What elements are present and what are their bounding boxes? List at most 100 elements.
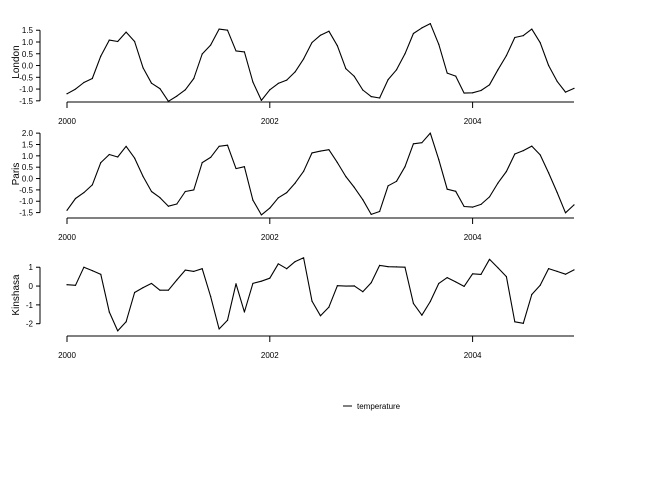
data-point	[387, 266, 389, 268]
data-point	[159, 197, 161, 199]
data-point	[556, 191, 558, 193]
x-tick-label: 2004	[464, 233, 482, 242]
data-point	[336, 45, 338, 47]
data-point	[176, 95, 178, 97]
data-point	[404, 166, 406, 168]
data-point	[167, 100, 169, 102]
data-point	[108, 311, 110, 313]
data-point	[74, 88, 77, 90]
y-tick-label: -0.5	[19, 73, 33, 82]
data-point	[294, 260, 296, 263]
data-point	[226, 319, 229, 321]
data-point	[531, 145, 533, 147]
data-point	[353, 75, 355, 77]
data-point	[159, 289, 161, 291]
x-tick-label: 2002	[261, 351, 279, 360]
data-point	[472, 273, 474, 275]
x-tick-label: 2000	[58, 233, 76, 242]
data-point	[100, 55, 102, 57]
data-point	[218, 145, 220, 147]
data-point	[379, 97, 381, 99]
data-point	[201, 268, 203, 270]
data-point	[167, 289, 169, 291]
data-point	[142, 286, 144, 289]
data-point	[548, 172, 550, 174]
data-point	[421, 314, 423, 316]
data-point	[395, 69, 398, 71]
y-tick-label: -0.5	[19, 186, 33, 195]
data-point	[193, 189, 195, 191]
y-tick-label: -2	[26, 320, 34, 329]
data-point	[379, 210, 381, 213]
data-point	[74, 197, 77, 200]
x-tick-label: 2004	[464, 117, 482, 126]
data-point	[184, 190, 186, 193]
legend-label: temperature	[357, 402, 401, 411]
data-point	[108, 39, 110, 41]
data-point	[294, 182, 296, 184]
data-point	[556, 270, 558, 272]
data-point	[446, 72, 448, 74]
data-point	[294, 71, 296, 73]
data-point	[438, 282, 440, 285]
data-point	[277, 263, 279, 265]
data-point	[539, 284, 541, 286]
data-point	[91, 77, 93, 80]
data-point	[100, 273, 102, 275]
data-point	[463, 92, 465, 94]
data-point	[472, 92, 474, 94]
y-tick-label: 1.0	[22, 38, 34, 47]
y-axis-label-london: London	[11, 45, 22, 78]
y-tick-label: -1.5	[19, 209, 33, 218]
x-tick-label: 2002	[261, 117, 279, 126]
y-tick-label: -1.0	[19, 197, 33, 206]
data-point	[353, 285, 355, 287]
data-point	[252, 282, 254, 285]
data-point	[226, 144, 229, 146]
data-point	[429, 23, 431, 25]
data-point	[412, 143, 415, 145]
data-point	[286, 192, 288, 194]
y-tick-label: 0.0	[22, 62, 34, 71]
data-point	[277, 197, 279, 199]
data-point	[564, 91, 567, 93]
data-point	[564, 212, 567, 214]
data-point	[573, 204, 575, 206]
data-point	[564, 273, 567, 275]
data-point	[488, 258, 491, 260]
data-point	[395, 180, 398, 182]
data-point	[488, 84, 491, 86]
data-point	[514, 153, 516, 155]
data-point	[319, 315, 322, 317]
data-point	[522, 322, 524, 324]
data-point	[455, 75, 457, 77]
data-point	[505, 170, 507, 173]
data-point	[243, 166, 246, 168]
data-point	[387, 185, 389, 187]
data-point	[455, 281, 457, 283]
data-point	[488, 196, 491, 198]
data-point	[83, 266, 85, 268]
data-point	[311, 41, 313, 44]
data-point	[235, 167, 237, 170]
data-point	[66, 93, 68, 95]
data-point	[303, 170, 305, 172]
series-line-paris	[66, 132, 575, 216]
data-point	[336, 162, 338, 164]
y-tick-label: 1.5	[22, 140, 34, 149]
data-point	[556, 80, 558, 82]
series-line-kinshasa	[66, 257, 575, 332]
data-point	[548, 64, 550, 67]
data-point	[319, 34, 322, 36]
data-point	[167, 205, 169, 207]
data-point	[125, 31, 127, 33]
data-point	[286, 268, 288, 270]
data-point	[117, 330, 119, 332]
y-tick-label: 1.5	[22, 26, 34, 35]
data-point	[142, 175, 144, 178]
data-point	[150, 190, 153, 193]
data-point	[91, 270, 93, 272]
data-point	[74, 284, 77, 286]
data-point	[480, 273, 482, 275]
